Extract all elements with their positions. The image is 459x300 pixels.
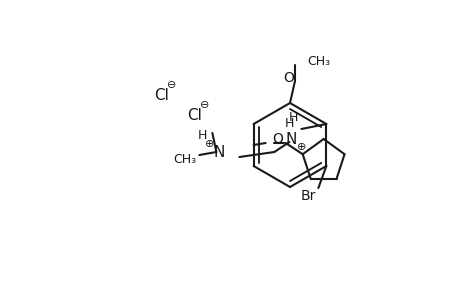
Text: H: H: [197, 128, 207, 142]
Text: N: N: [285, 131, 297, 146]
Text: Br: Br: [300, 189, 315, 203]
Text: Cl: Cl: [154, 88, 169, 103]
Text: H: H: [288, 110, 297, 124]
Text: CH₃: CH₃: [306, 55, 330, 68]
Text: CH₃: CH₃: [173, 152, 196, 166]
Text: ⊖: ⊖: [167, 80, 176, 90]
Text: O: O: [272, 132, 282, 146]
Text: ⊕: ⊕: [204, 139, 213, 149]
Text: ⊕: ⊕: [296, 142, 305, 152]
Text: ⊖: ⊖: [200, 100, 209, 110]
Text: N: N: [213, 145, 224, 160]
Text: H: H: [284, 116, 293, 130]
Text: O: O: [283, 71, 294, 85]
Text: Cl: Cl: [187, 107, 202, 122]
